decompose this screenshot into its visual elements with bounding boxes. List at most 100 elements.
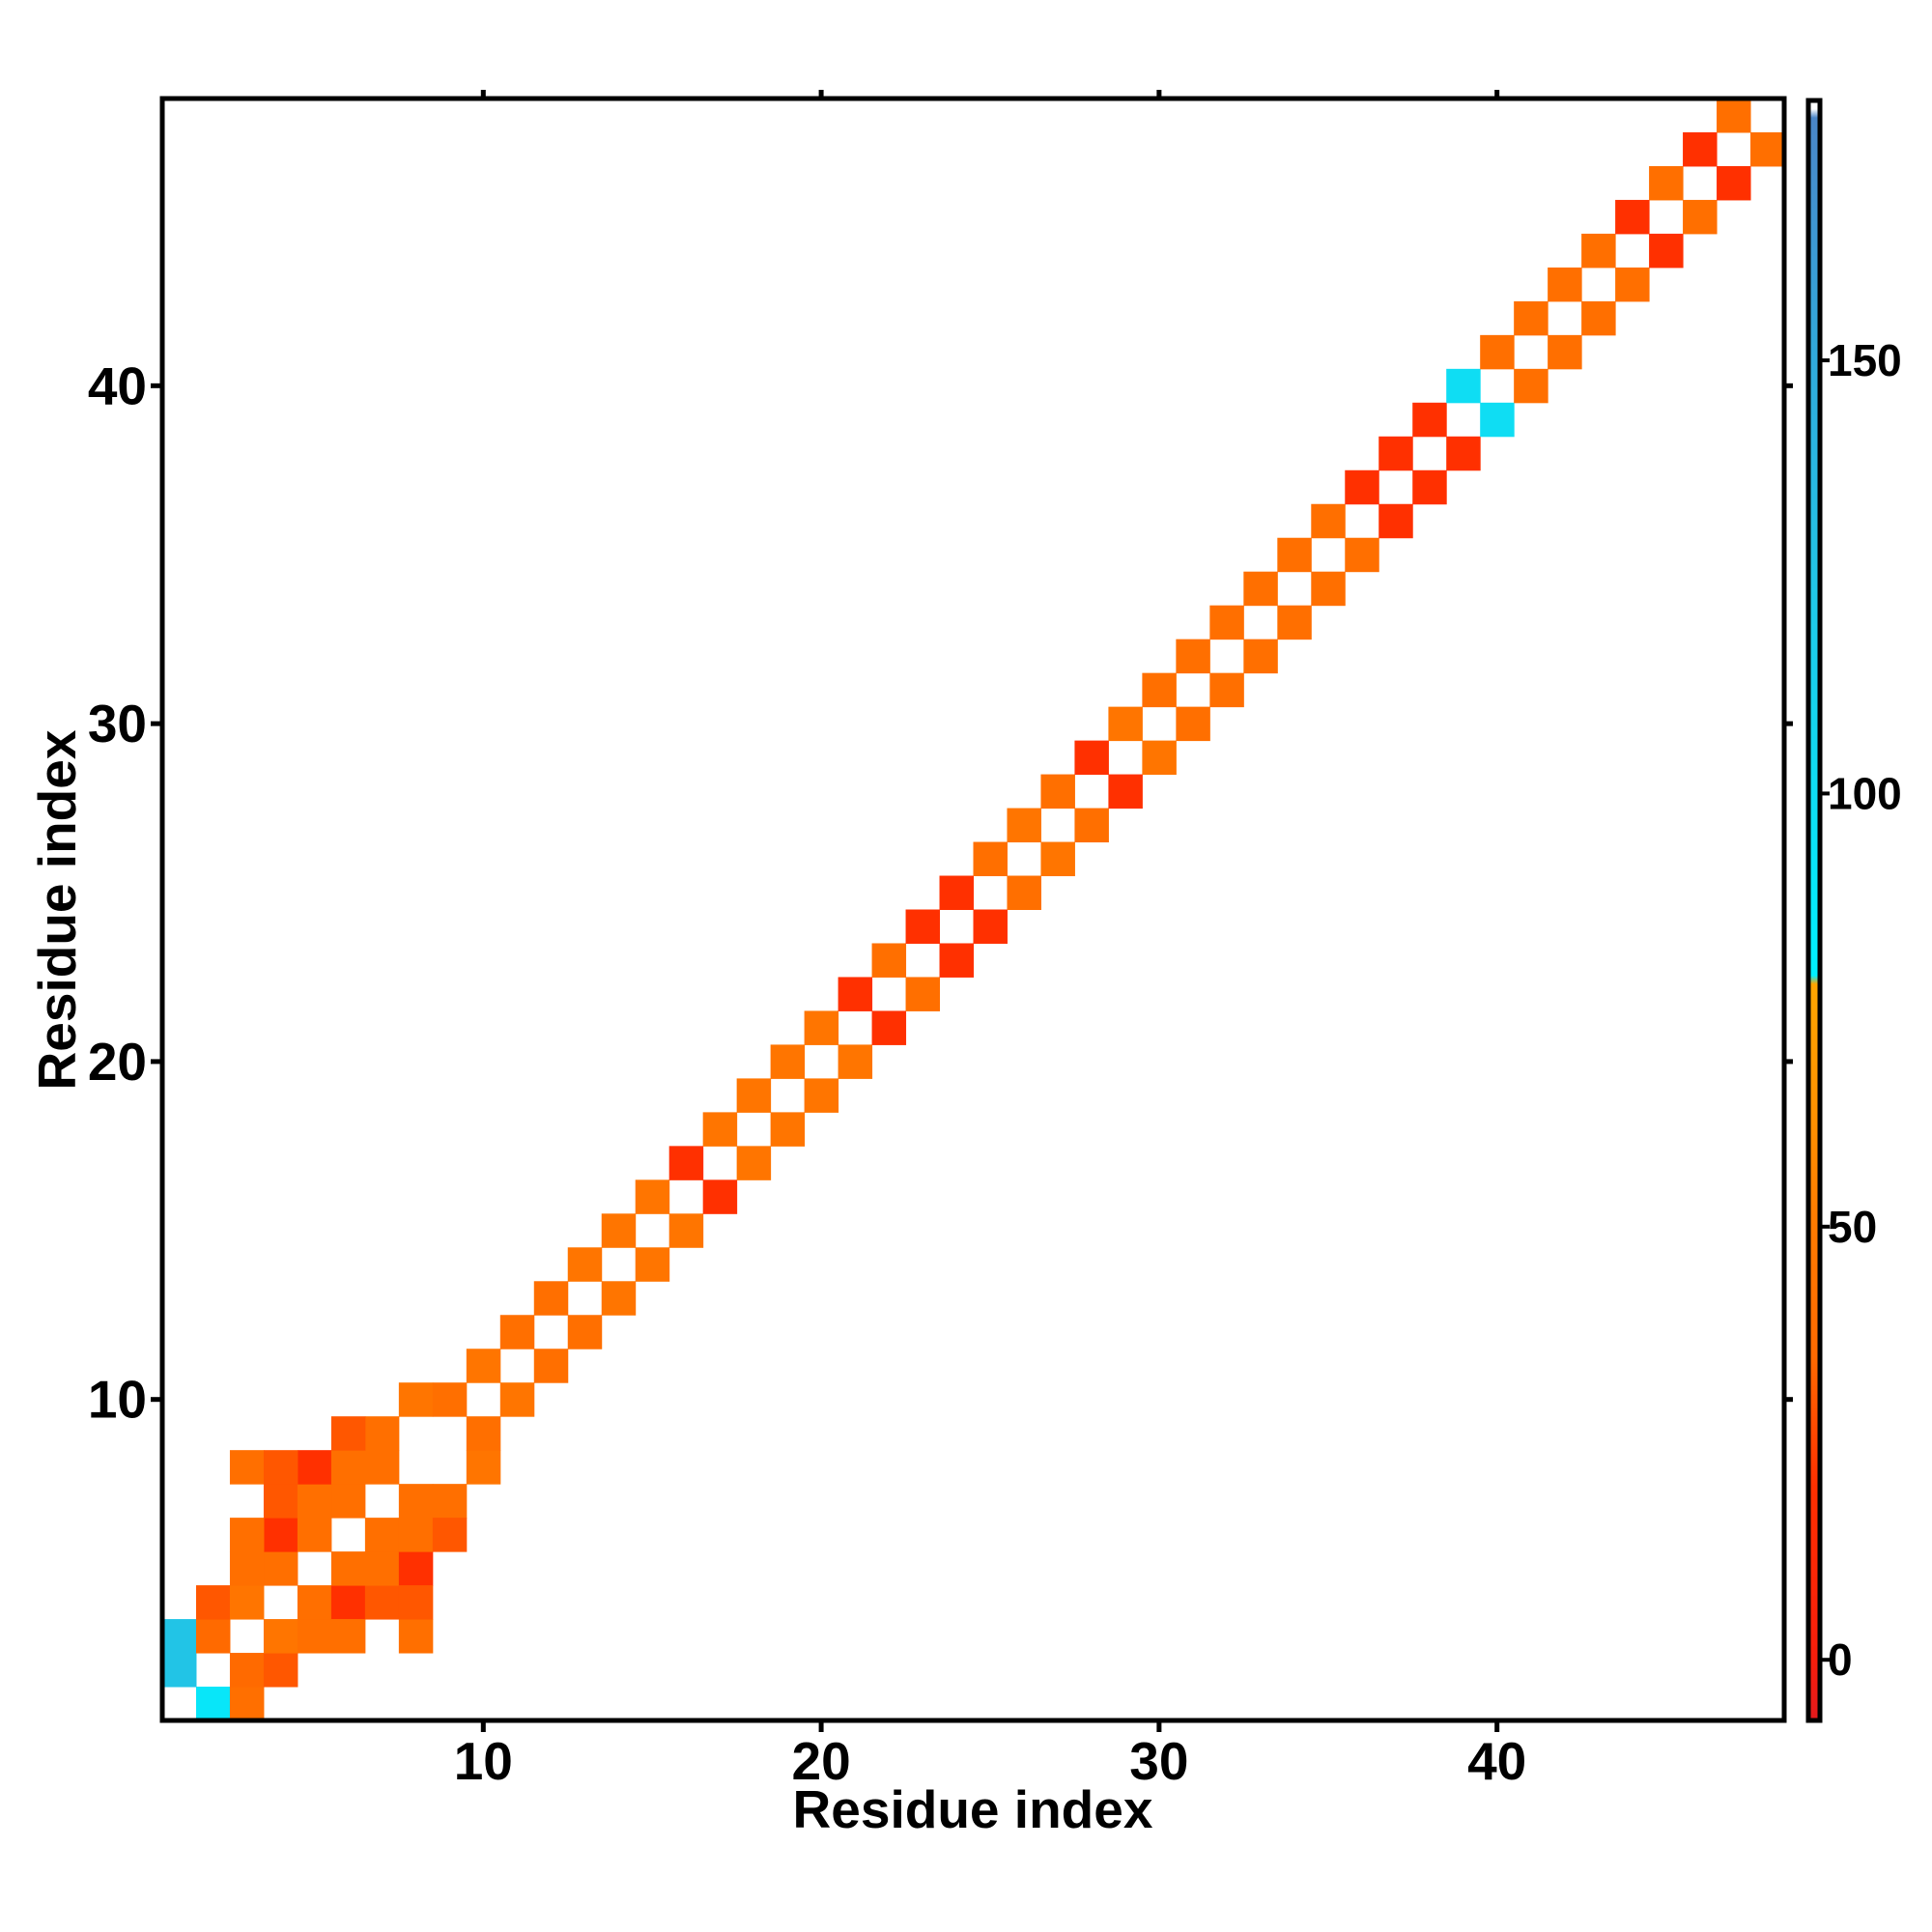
heatmap-cell <box>905 909 941 944</box>
heatmap-cell <box>702 1112 738 1147</box>
heatmap-cell <box>330 1484 366 1519</box>
heatmap-cell <box>1209 672 1244 708</box>
heatmap-cell <box>398 1484 434 1519</box>
heatmap-cell <box>297 1450 332 1485</box>
heatmap-cell <box>1581 300 1616 336</box>
x-tick-label: 20 <box>792 1731 851 1791</box>
heatmap-cell <box>398 1585 434 1620</box>
heatmap-cell <box>601 1213 637 1248</box>
heatmap-cell <box>263 1450 298 1485</box>
heatmap-cell <box>330 1551 366 1586</box>
heatmap-cell <box>1446 436 1481 471</box>
heatmap-cell <box>466 1450 501 1485</box>
heatmap-cell <box>330 1619 366 1654</box>
heatmap-cell <box>668 1146 704 1180</box>
heatmap-cell <box>229 1551 265 1586</box>
plot-frame <box>159 96 1787 1723</box>
y-axis-label: Residue index <box>27 729 87 1090</box>
heatmap-cell <box>195 1619 231 1654</box>
y-tick-label: 10 <box>88 1370 147 1430</box>
heatmap-cell <box>1007 875 1041 910</box>
heatmap-cell <box>432 1518 468 1552</box>
heatmap-cell <box>1142 672 1177 708</box>
x-tick-label: 10 <box>454 1731 513 1791</box>
heatmap-cell <box>736 1078 772 1113</box>
heatmap-cell <box>1007 808 1041 843</box>
heatmap-cell <box>1209 605 1244 640</box>
heatmap-cell <box>162 1653 197 1688</box>
heatmap-cell <box>668 1213 704 1248</box>
heatmap-cell <box>1717 99 1751 133</box>
heatmap-cell <box>804 1078 839 1113</box>
heatmap-cell <box>499 1315 535 1350</box>
heatmap-cell <box>1108 774 1143 810</box>
heatmap-cell <box>838 977 873 1011</box>
colorbar-bar <box>1805 98 1823 1723</box>
heatmap-cell <box>1750 131 1785 167</box>
heatmap-cell <box>601 1281 637 1316</box>
heatmap-cell <box>432 1382 468 1417</box>
heatmap-cell <box>533 1281 569 1316</box>
heatmap-cell <box>1717 165 1751 201</box>
heatmap-cell <box>297 1484 332 1519</box>
heatmap-cell <box>567 1315 603 1350</box>
heatmap-cell <box>499 1382 535 1417</box>
heatmap-cell <box>871 943 907 978</box>
heatmap-cell <box>1176 706 1210 742</box>
heatmap-cell <box>1345 537 1379 573</box>
colorbar-tick-label: 100 <box>1828 768 1902 818</box>
colorbar-tick-label: 50 <box>1828 1202 1877 1252</box>
heatmap-cell <box>1311 571 1346 607</box>
y-tick-label: 40 <box>88 355 147 415</box>
heatmap-cell <box>330 1416 366 1451</box>
heatmap-cell <box>1378 503 1413 539</box>
heatmap-cell <box>364 1416 400 1451</box>
heatmap-cell <box>1412 402 1447 438</box>
heatmap-cell <box>973 909 1008 944</box>
heatmap-cell <box>364 1450 400 1485</box>
heatmap-cell <box>432 1484 468 1519</box>
heatmap-cell <box>905 977 941 1011</box>
heatmap-cell <box>1277 605 1312 640</box>
heatmap-cell <box>1040 774 1075 810</box>
heatmap-cell <box>1581 233 1616 269</box>
heatmap-cell <box>635 1179 670 1214</box>
heatmap-cell <box>1446 368 1481 404</box>
heatmap-cell <box>1548 334 1582 370</box>
heatmap-cell <box>297 1619 332 1654</box>
heatmap-cell <box>736 1146 772 1180</box>
heatmap-cell <box>1514 368 1548 404</box>
heatmap-cell <box>398 1382 434 1417</box>
heatmap-cell <box>533 1349 569 1383</box>
heatmap-cell <box>1108 706 1143 742</box>
heatmap-cell <box>702 1179 738 1214</box>
heatmap-cell <box>364 1518 400 1552</box>
heatmap-cell <box>162 1619 197 1654</box>
y-tick-label: 20 <box>88 1032 147 1092</box>
heatmap-cell <box>567 1247 603 1282</box>
heatmap-cell <box>195 1585 231 1620</box>
x-tick-label: 30 <box>1129 1731 1188 1791</box>
heatmap-cell <box>1683 199 1718 235</box>
heatmap-cell <box>229 1653 265 1688</box>
heatmap-cell <box>1311 503 1346 539</box>
y-tick-label: 30 <box>88 694 147 753</box>
heatmap-cell <box>1243 571 1278 607</box>
heatmap-cell <box>1142 740 1177 776</box>
heatmap-cell <box>1176 639 1210 674</box>
heatmap-cell <box>330 1585 366 1620</box>
colorbar-tick-label: 150 <box>1828 335 1902 385</box>
colorbar-tick-label: 0 <box>1828 1634 1853 1685</box>
heatmap-cell <box>1649 165 1684 201</box>
heatmap-cell <box>838 1044 873 1079</box>
heatmap-cell <box>635 1247 670 1282</box>
heatmap-cells <box>162 99 1785 1721</box>
heatmap-cell <box>1649 233 1684 269</box>
heatmap-cell <box>364 1585 400 1620</box>
heatmap-cell <box>263 1551 298 1586</box>
heatmap-cell <box>871 1010 907 1045</box>
heatmap-cell <box>1074 740 1109 776</box>
heatmap-cell <box>973 841 1008 877</box>
heatmap-cell <box>1514 300 1548 336</box>
